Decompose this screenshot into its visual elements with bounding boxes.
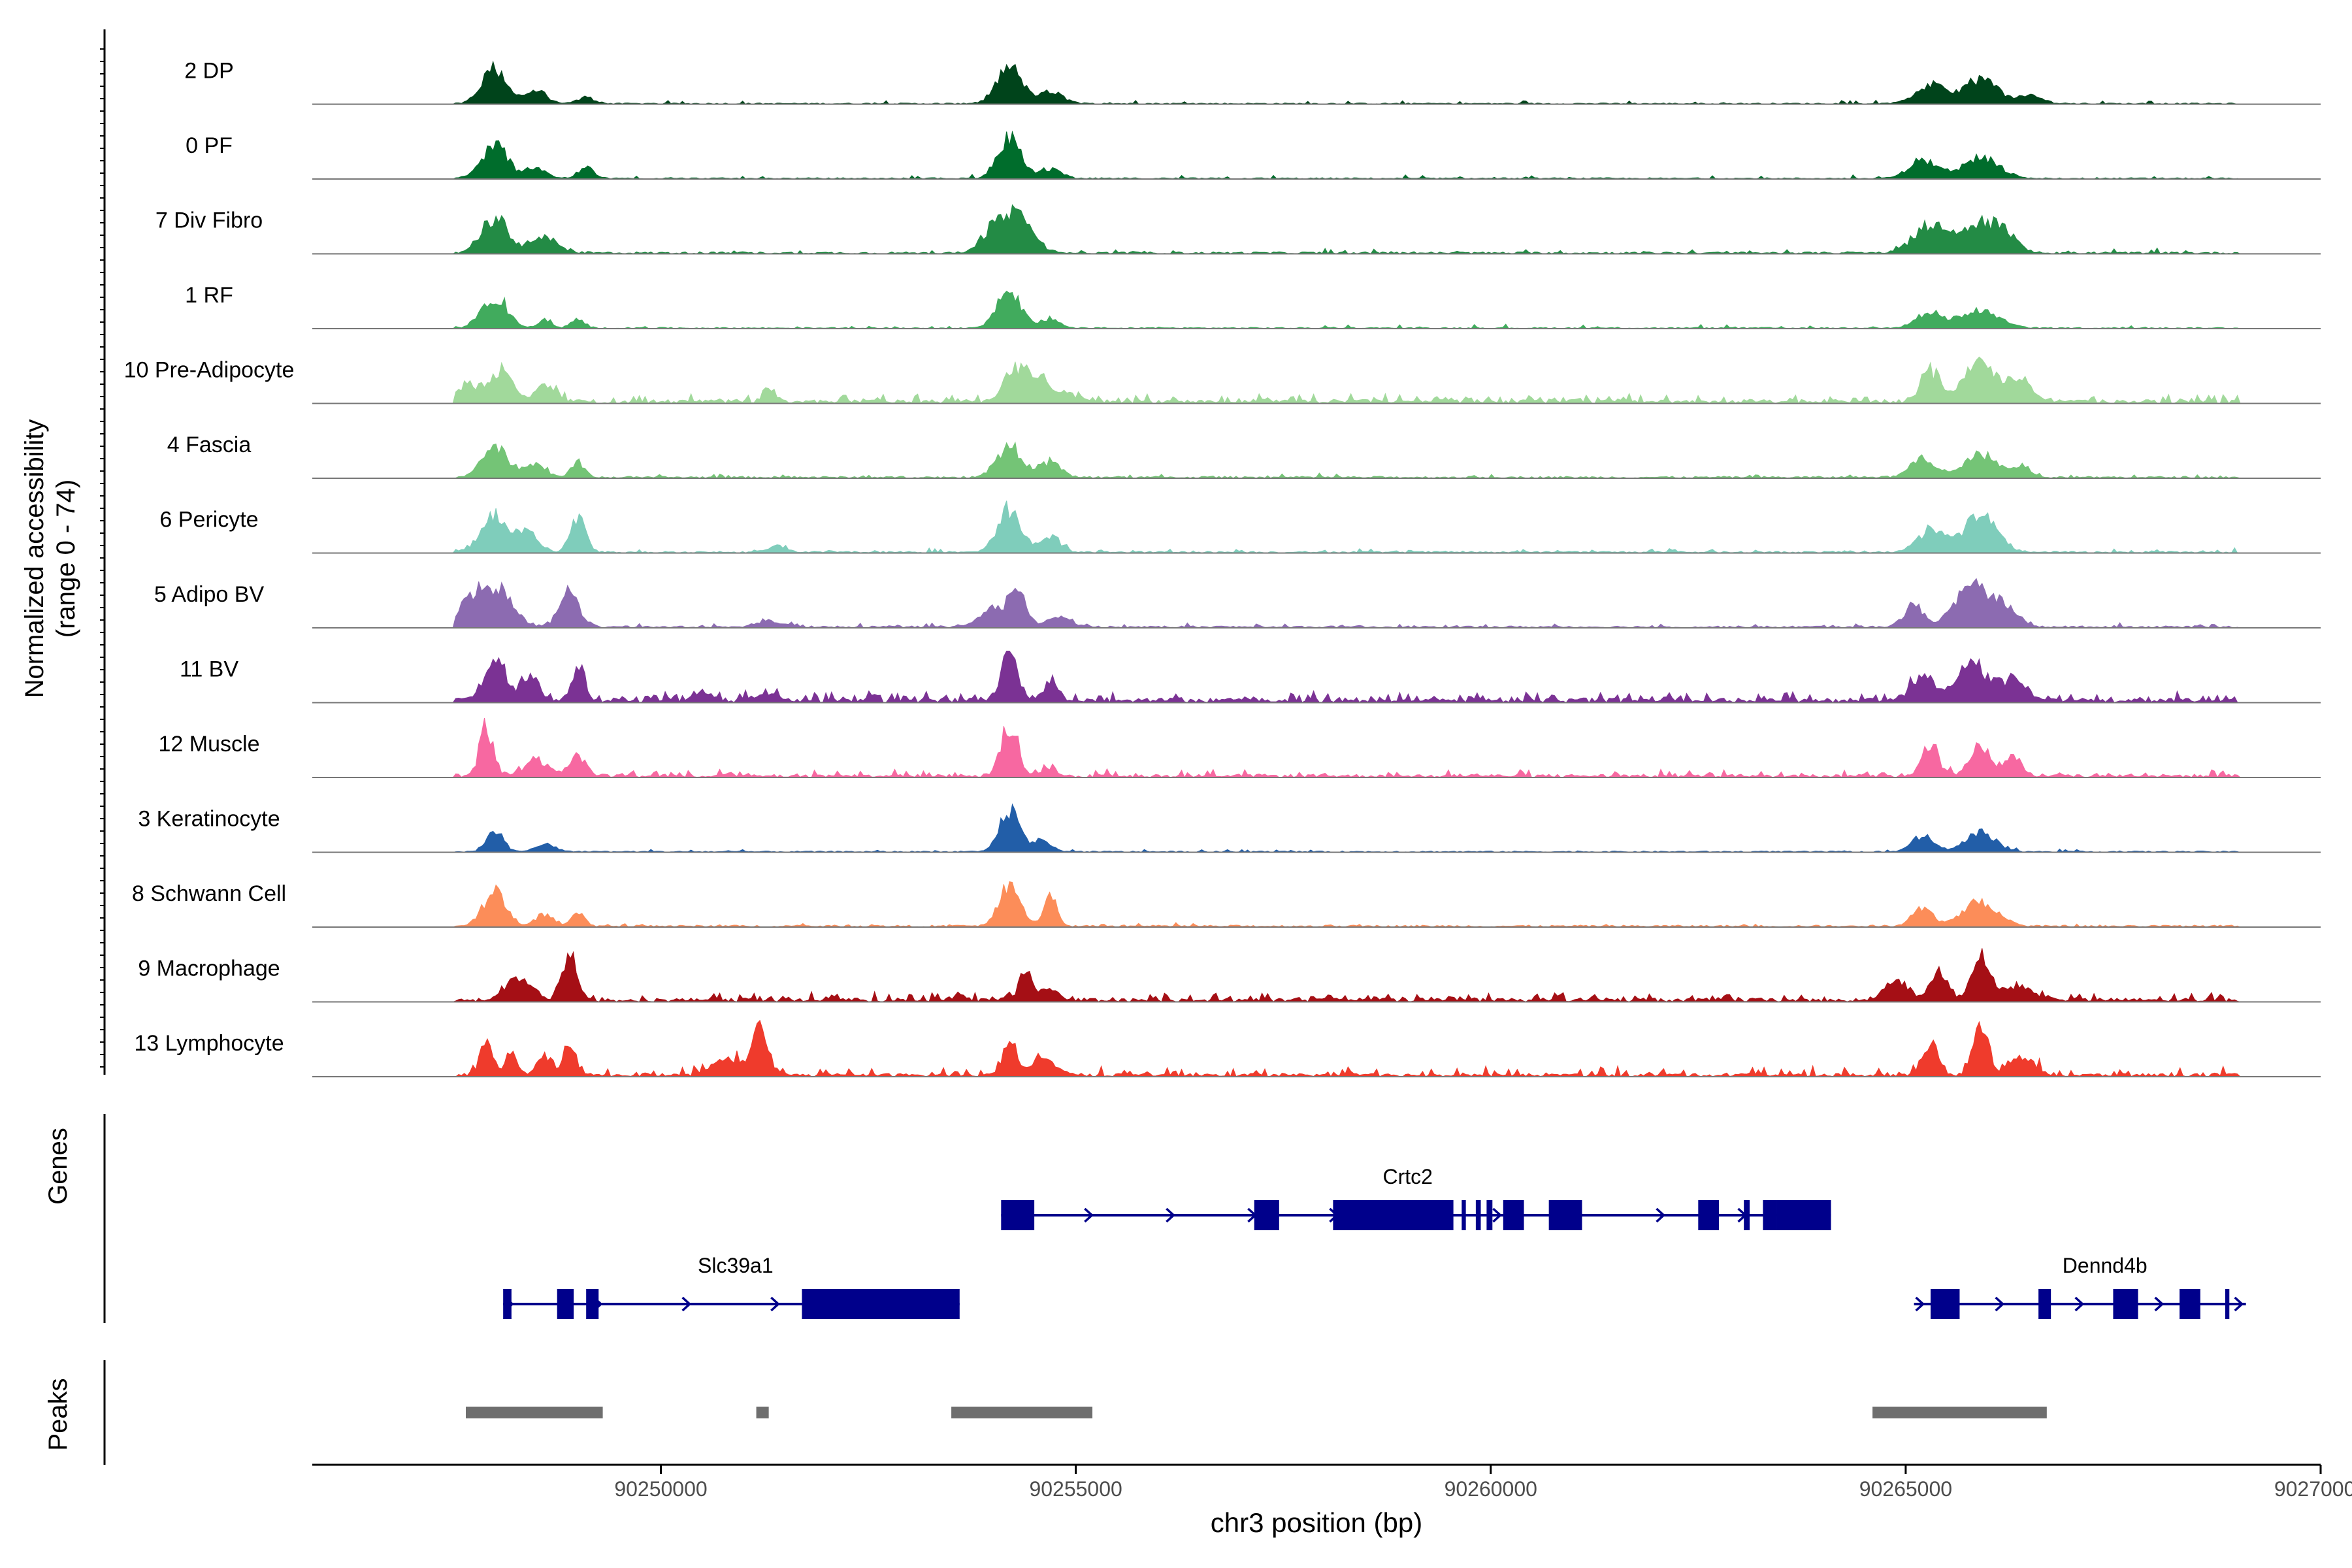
gene-exon <box>2113 1289 2138 1319</box>
x-axis-ticks: 90250000 90255000 90260000 90265000 90270000 <box>614 1465 2352 1501</box>
track-label: 1 RF <box>185 283 233 308</box>
track-1-rf: 1 RF <box>185 283 2321 329</box>
track-coverage-area <box>312 204 2321 255</box>
track-5-adipo-bv: 5 Adipo BV <box>154 578 2321 629</box>
strand-arrow <box>1084 1207 1094 1223</box>
genes-panel-label: Genes <box>44 1128 73 1205</box>
gene-exon <box>503 1289 512 1319</box>
coverage-ylabel-line1: Normalized accessibility <box>20 419 49 698</box>
strand-arrow <box>1995 1296 2005 1312</box>
gene-exon <box>1930 1289 1960 1319</box>
x-tick-label: 90250000 <box>614 1477 707 1501</box>
track-4-fascia: 4 Fascia <box>167 433 2321 479</box>
gene-exon <box>1486 1200 1493 1230</box>
track-label: 7 Div Fibro <box>155 208 263 233</box>
gene-name-label: Dennd4b <box>2063 1254 2148 1277</box>
track-label: 11 BV <box>180 657 238 682</box>
track-label: 5 Adipo BV <box>154 582 265 607</box>
track-3-keratinocyte: 3 Keratinocyte <box>138 803 2321 853</box>
gene-exon <box>1001 1200 1035 1230</box>
peaks-panel-label: Peaks <box>44 1378 73 1450</box>
gene-exon <box>1503 1200 1524 1230</box>
coverage-y-axis <box>100 29 106 1075</box>
gene-exon <box>1462 1200 1466 1230</box>
peaks-panel-label-wrap: Peaks <box>44 1378 73 1450</box>
x-tick-label: 90265000 <box>1859 1477 1952 1501</box>
track-label: 8 Schwann Cell <box>132 881 286 906</box>
strand-arrow <box>2154 1296 2164 1312</box>
gene-exon <box>2038 1289 2051 1319</box>
gene-slc39a1: Slc39a1 <box>503 1254 960 1319</box>
track-8-schwann-cell: 8 Schwann Cell <box>132 881 2321 928</box>
peak-region-bar <box>1872 1407 2047 1418</box>
strand-arrow <box>1492 1207 1503 1223</box>
strand-arrow <box>1656 1207 1666 1223</box>
gene-name-label: Slc39a1 <box>698 1254 774 1277</box>
track-0-pf: 0 PF <box>186 130 2321 180</box>
strand-arrow <box>2074 1296 2085 1312</box>
strand-arrow <box>1915 1296 1925 1312</box>
gene-exon <box>1548 1200 1582 1230</box>
strand-arrow <box>770 1296 780 1312</box>
track-label: 13 Lymphocyte <box>134 1031 284 1056</box>
coverage-ylabel-line2: (range 0 - 74) <box>52 480 80 638</box>
x-tick-label: 90270000 <box>2274 1477 2352 1501</box>
track-12-muscle: 12 Muscle <box>159 718 2321 779</box>
gene-exon <box>557 1289 574 1319</box>
track-label: 10 Pre-Adipocyte <box>124 358 295 383</box>
gene-exon <box>1698 1200 1720 1230</box>
track-label: 2 DP <box>184 59 234 84</box>
gene-exon <box>2225 1289 2230 1319</box>
coverage-y-label: Normalized accessibility (range 0 - 74) <box>20 419 80 698</box>
track-2-dp: 2 DP <box>184 59 2321 105</box>
genes-panel-label-wrap: Genes <box>44 1128 73 1205</box>
peak-regions <box>465 1407 2047 1418</box>
track-coverage-area <box>312 356 2321 404</box>
track-label: 6 Pericyte <box>159 508 258 532</box>
track-coverage-area <box>312 651 2321 704</box>
gene-models: Crtc2 Slc39a1 Dennd4b <box>503 1165 2246 1319</box>
track-label: 12 Muscle <box>159 732 260 757</box>
x-tick-label: 90260000 <box>1445 1477 1537 1501</box>
peak-region-bar <box>756 1407 769 1418</box>
track-label: 0 PF <box>186 133 233 158</box>
track-label: 4 Fascia <box>167 433 252 457</box>
peak-region-bar <box>951 1407 1093 1418</box>
track-7-div-fibro: 7 Div Fibro <box>155 204 2321 255</box>
track-coverage-area <box>312 718 2321 779</box>
track-coverage-area <box>312 441 2321 479</box>
track-coverage-area <box>312 948 2321 1003</box>
x-tick-label: 90255000 <box>1029 1477 1122 1501</box>
gene-exon <box>802 1289 960 1319</box>
gene-name-label: Crtc2 <box>1383 1165 1433 1188</box>
track-6-pericyte: 6 Pericyte <box>159 500 2321 554</box>
gene-exon <box>1776 1200 1831 1230</box>
peak-region-bar <box>465 1407 603 1418</box>
strand-arrow <box>1166 1207 1175 1223</box>
gene-exon <box>1475 1200 1481 1230</box>
track-label: 9 Macrophage <box>138 956 280 981</box>
track-11-bv: 11 BV <box>180 651 2321 704</box>
coverage-tracks: 2 DP 0 PF 7 Div Fibro 1 RF 10 Pre-Adipocyte 4… <box>124 59 2321 1078</box>
gene-dennd4b: Dennd4b <box>1914 1254 2246 1319</box>
x-axis-label: chr3 position (bp) <box>1211 1507 1423 1538</box>
gene-exon <box>1333 1200 1454 1230</box>
track-coverage-area <box>312 1019 2321 1078</box>
gene-exon <box>2180 1289 2200 1319</box>
track-13-lymphocyte: 13 Lymphocyte <box>134 1019 2321 1078</box>
track-9-macrophage: 9 Macrophage <box>138 948 2321 1003</box>
gene-exon <box>1744 1200 1750 1230</box>
track-10-pre-adipocyte: 10 Pre-Adipocyte <box>124 356 2321 404</box>
gene-exon <box>1254 1200 1279 1230</box>
gene-exon <box>586 1289 599 1319</box>
gene-crtc2: Crtc2 <box>1001 1165 1831 1230</box>
track-label: 3 Keratinocyte <box>138 807 280 832</box>
gene-exon <box>1763 1200 1777 1230</box>
strand-arrow <box>2234 1296 2244 1312</box>
strand-arrow <box>681 1296 692 1312</box>
